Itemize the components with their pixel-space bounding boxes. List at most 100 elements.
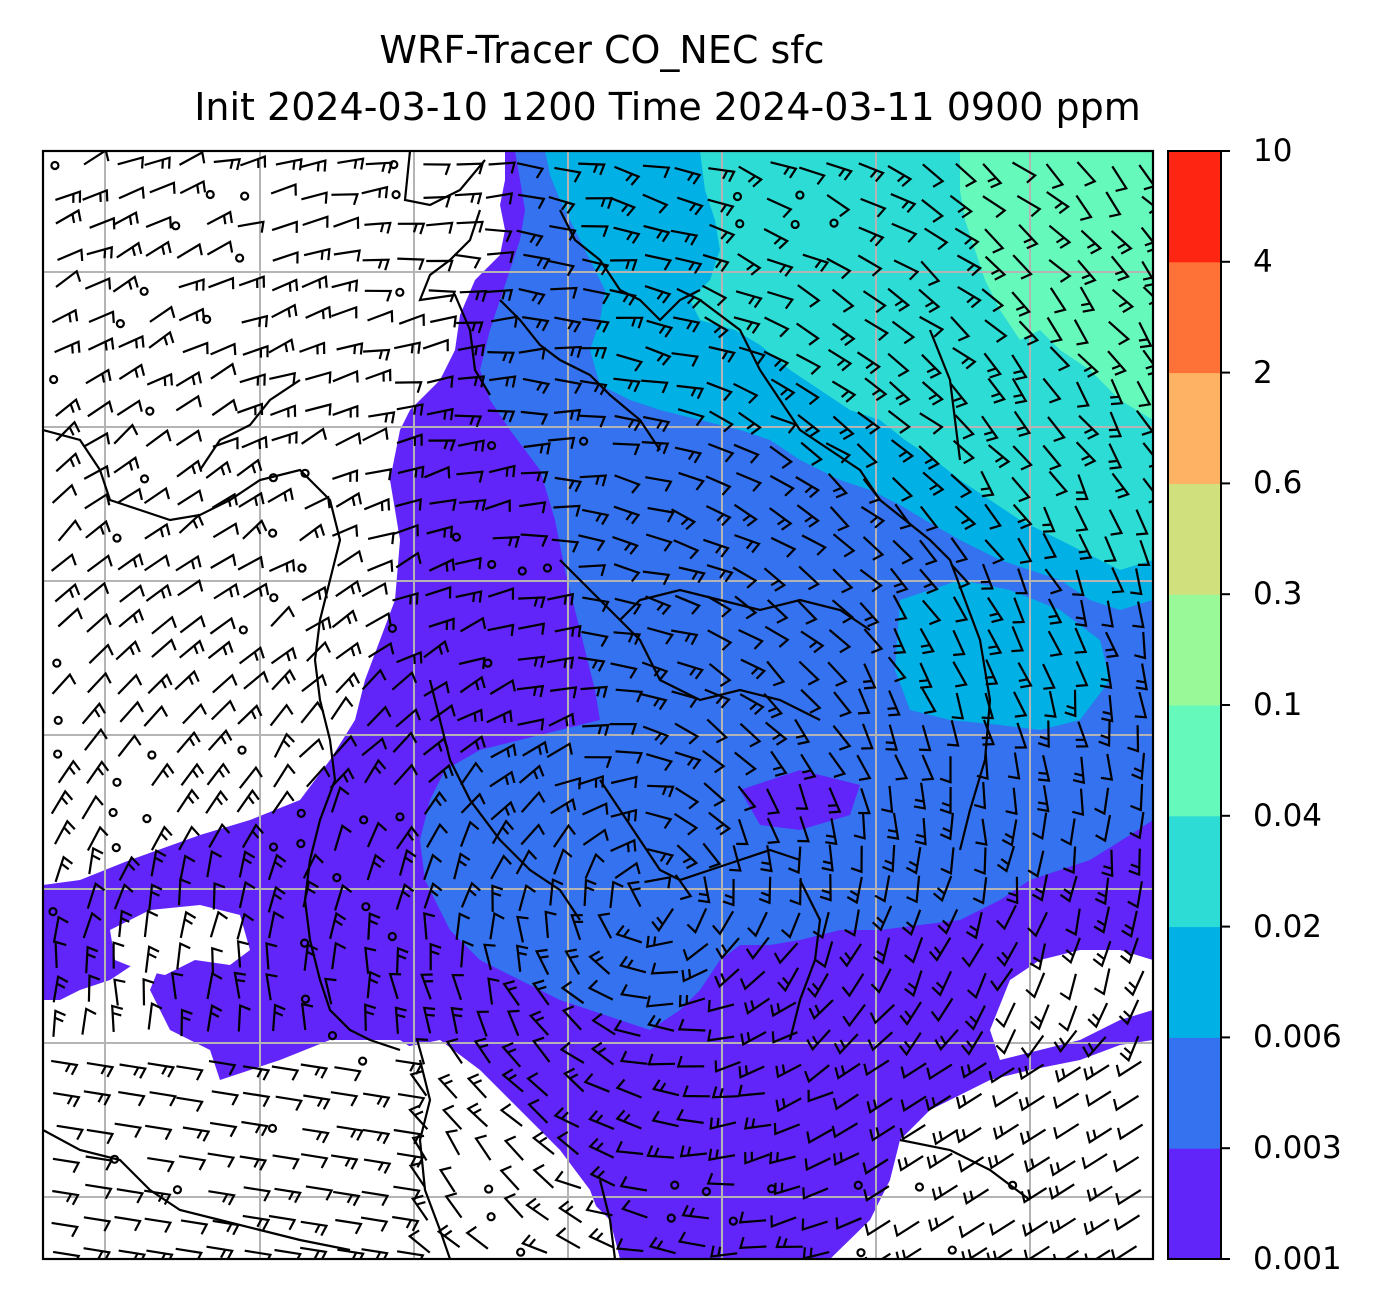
calm-wind-circle (269, 593, 279, 603)
wind-barb (208, 276, 235, 290)
wind-barb (117, 552, 144, 571)
wind-barb (980, 470, 995, 498)
wind-barb (707, 1029, 735, 1042)
wind-barb (858, 162, 885, 183)
wind-barb (582, 596, 610, 613)
wind-barb (213, 582, 240, 600)
wind-barb (438, 1166, 456, 1193)
calm-wind-circle (701, 1186, 711, 1197)
wind-barb (895, 1247, 922, 1259)
calm-wind-circle (202, 314, 212, 324)
wind-barb (305, 1185, 334, 1201)
wind-barb (924, 227, 949, 251)
wind-barb (523, 442, 551, 455)
wind-barb (825, 818, 838, 846)
wind-barb (583, 1072, 610, 1093)
wind-barb (714, 968, 740, 989)
wind-barb (233, 971, 246, 999)
wind-barb (645, 533, 673, 552)
wind-barb (619, 1175, 648, 1192)
wind-barb (272, 250, 299, 264)
colorbar-band (1168, 815, 1221, 928)
calm-wind-circle (268, 473, 278, 483)
wind-barb (641, 661, 669, 681)
wind-barb (857, 688, 871, 715)
wind-barb (241, 1120, 269, 1137)
wind-barb (271, 220, 298, 233)
wind-barb (955, 1126, 982, 1144)
wind-barb (176, 788, 200, 813)
wind-barb (745, 936, 770, 960)
wind-barb (708, 345, 736, 363)
wind-barb (732, 566, 758, 589)
wind-barb (425, 585, 452, 599)
wind-barb (871, 905, 893, 932)
wind-barb (522, 316, 550, 332)
wind-barb (1065, 908, 1081, 937)
wind-barb (890, 439, 915, 463)
wind-barb (81, 701, 106, 725)
wind-barb (57, 759, 81, 784)
wind-barb (804, 1064, 830, 1084)
wind-barb (650, 962, 679, 975)
wind-barb (676, 844, 699, 870)
wind-barb (394, 1006, 407, 1034)
wind-barb (797, 414, 821, 438)
wind-barb (528, 1010, 550, 1036)
wind-barb (643, 224, 671, 243)
wind-barb (832, 725, 852, 751)
wind-barb (889, 567, 909, 594)
wind-barb (1111, 165, 1129, 192)
calm-wind-circle (205, 189, 215, 200)
wind-barb (393, 341, 421, 354)
wind-barb (703, 782, 726, 807)
tracer-lobe-0.006-east (895, 580, 1110, 730)
wind-barb (676, 1108, 704, 1124)
wind-barb (827, 348, 853, 372)
wind-barb (118, 1091, 146, 1107)
wind-barb (580, 379, 608, 396)
wind-barb (707, 999, 735, 1013)
wind-barb (950, 316, 971, 342)
wind-barb (335, 671, 361, 694)
wind-barb (590, 1041, 615, 1066)
wind-barb (763, 228, 790, 250)
wind-barb (619, 1050, 648, 1065)
wind-barb (921, 198, 945, 223)
wind-barb (976, 752, 989, 781)
wind-barb (671, 690, 699, 709)
wind-barb (1027, 850, 1045, 878)
wind-barb (175, 554, 202, 572)
calm-wind-circle (300, 468, 310, 478)
wind-barb (1047, 416, 1066, 443)
wind-barb (867, 1031, 894, 1052)
wind-barb (832, 533, 856, 558)
wind-barb (795, 322, 820, 346)
wind-barb (954, 414, 975, 440)
wind-barb (82, 188, 109, 202)
wind-barb (335, 431, 362, 447)
wind-barb (548, 712, 575, 727)
wind-barb (207, 1152, 236, 1168)
wind-barb (1027, 911, 1048, 938)
wind-barb (86, 245, 113, 259)
wind-barb (739, 693, 765, 716)
wind-barb (597, 912, 613, 939)
wind-barb (738, 411, 762, 435)
calm-wind-circle (50, 160, 60, 171)
wind-barb (268, 338, 295, 354)
wind-barb (489, 911, 505, 940)
wind-barb (651, 1110, 679, 1128)
wind-barb (177, 877, 192, 906)
colorbar-tick-label: 10 (1253, 133, 1293, 169)
wind-barb (709, 223, 736, 244)
wind-barb (706, 718, 729, 744)
wind-barb (237, 555, 264, 571)
wind-barb (51, 1221, 79, 1238)
wind-barb (211, 946, 224, 975)
calm-wind-circle (299, 938, 310, 948)
wind-barb (271, 790, 295, 815)
wind-barb (335, 579, 362, 598)
wind-barb (737, 1084, 766, 1097)
wind-barb (900, 1095, 927, 1113)
